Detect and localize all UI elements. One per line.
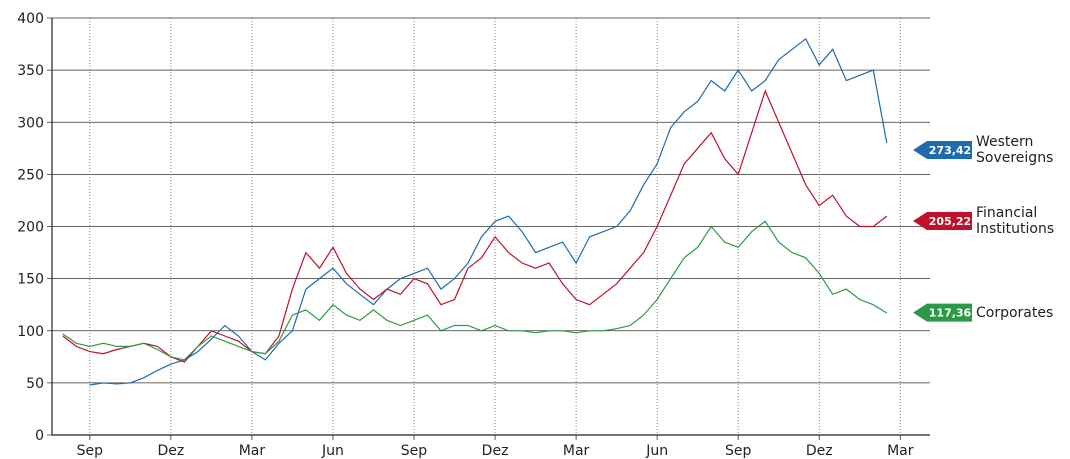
x-tick-label: Jun	[645, 443, 668, 459]
end-tag	[913, 303, 972, 322]
x-tick-label: Mar	[887, 443, 914, 459]
data-line	[62, 89, 888, 363]
legend-label: Financial Institutions	[976, 205, 1055, 238]
y-tick-label: 250	[17, 167, 44, 183]
y-tick-label: 300	[17, 115, 44, 131]
y-tick-label: 100	[17, 324, 44, 340]
x-tick-label: Sep	[401, 443, 428, 459]
x-tick-label: Mar	[563, 443, 590, 459]
x-tick-label: Jun	[321, 443, 344, 459]
y-tick-label: 200	[17, 220, 44, 236]
end-tag	[913, 140, 972, 159]
y-tick-label: 50	[26, 376, 44, 392]
x-tick-label: Dez	[482, 443, 509, 459]
end-tag	[913, 212, 972, 231]
x-tick-label: Sep	[77, 443, 104, 459]
data-line	[62, 220, 888, 361]
end-value-label: 205,22	[929, 215, 971, 228]
x-tick-label: Dez	[806, 443, 833, 459]
data-line	[89, 37, 888, 386]
x-tick-label: Sep	[725, 443, 752, 459]
y-tick-label: 0	[35, 428, 44, 444]
y-tick-label: 350	[17, 63, 44, 79]
legend-label: Corporates	[976, 304, 1054, 321]
end-value-label: 273,42	[929, 144, 971, 157]
x-tick-label: Mar	[239, 443, 266, 459]
y-tick-label: 400	[17, 11, 44, 27]
x-tick-label: Dez	[157, 443, 184, 459]
end-value-label: 117,36	[929, 307, 972, 320]
legend-label: Western Sovereigns	[976, 133, 1054, 166]
y-tick-label: 150	[17, 272, 44, 288]
